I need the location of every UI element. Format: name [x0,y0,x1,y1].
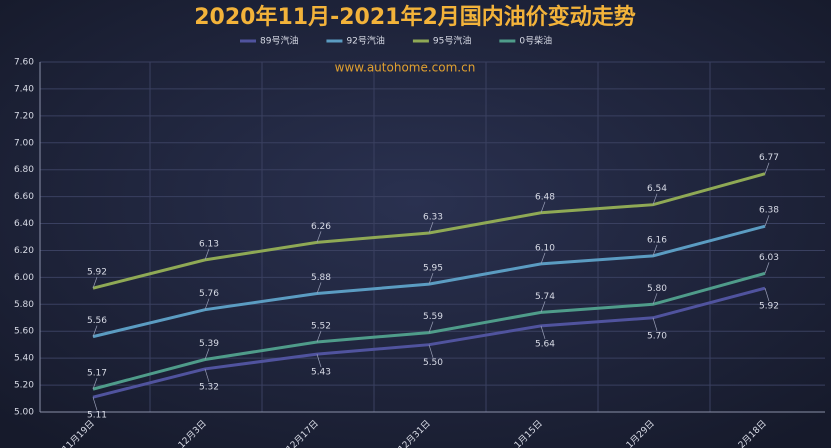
label-leader [428,344,434,358]
data-label: 5.64 [535,339,555,349]
label-leader [764,215,770,227]
label-leader [652,244,658,256]
y-tick-label: 6.00 [14,273,34,283]
watermark: www.autohome.com.cn [335,61,476,75]
y-tick-label: 5.00 [14,408,34,418]
y-tick-label: 6.60 [14,192,34,202]
label-leader [652,293,658,305]
label-leader [540,325,546,339]
data-label: 5.92 [87,268,107,278]
legend-label: 92号汽油 [346,35,384,47]
data-label: 5.56 [87,316,107,326]
label-leader [92,277,98,289]
label-leader [204,248,210,261]
data-label: 6.54 [647,184,667,194]
label-leader [540,301,546,313]
data-label: 5.32 [199,382,219,392]
label-leader [92,397,98,411]
data-label: 5.95 [423,264,443,274]
y-tick-label: 7.20 [14,111,34,121]
label-leader [316,354,322,368]
y-tick-label: 7.40 [14,84,34,94]
label-leader [652,193,658,205]
legend-label: 89号汽油 [260,35,298,47]
label-leader [428,221,434,234]
series-line [92,286,766,399]
data-label: 5.74 [535,292,555,302]
data-label: 5.80 [647,284,667,294]
data-label: 5.11 [87,411,107,421]
y-tick-label: 5.80 [14,300,34,310]
y-tick-label: 6.40 [14,219,34,229]
data-label: 5.17 [87,369,107,379]
data-label: 5.39 [199,339,219,349]
label-leader [428,272,434,285]
data-label: 5.70 [647,331,667,341]
label-leader [652,317,658,331]
label-leader [764,262,770,274]
data-label: 6.38 [759,206,779,216]
label-leader [428,321,434,333]
data-label: 5.88 [311,273,331,283]
y-tick-label: 5.60 [14,327,34,337]
y-tick-label: 5.40 [14,354,34,364]
y-tick-label: 6.20 [14,246,34,256]
legend-label: 0号柴油 [519,35,552,47]
label-leader [204,348,210,360]
data-label: 5.92 [759,302,779,312]
label-leader [764,162,770,174]
data-label: 5.76 [199,289,219,299]
label-leader [204,298,210,310]
y-tick-label: 6.80 [14,165,34,175]
label-leader [204,368,210,383]
legend-label: 95号汽油 [433,35,471,47]
data-label: 6.03 [759,253,779,263]
data-label: 5.52 [311,322,331,332]
label-leader [92,377,98,390]
label-leader [540,252,546,265]
label-leader [540,201,546,213]
data-label: 6.13 [199,239,219,249]
data-label: 6.26 [311,222,331,232]
label-leader [316,282,322,294]
data-label: 5.50 [423,358,443,368]
data-label: 5.59 [423,312,443,322]
label-leader [316,330,322,343]
y-tick-label: 7.60 [14,58,34,68]
label-leader [316,231,322,243]
data-label: 6.48 [535,192,555,202]
data-label: 6.33 [423,212,443,222]
label-leader [764,288,770,302]
data-label: 6.16 [647,235,667,245]
y-tick-label: 5.20 [14,381,34,391]
label-leader [92,325,98,337]
data-label: 5.43 [311,368,331,378]
data-label: 6.10 [535,243,555,253]
y-tick-label: 7.00 [14,138,34,148]
chart-title: 2020年11月-2021年2月国内油价变动走势 [194,4,636,30]
data-label: 6.77 [759,153,779,163]
